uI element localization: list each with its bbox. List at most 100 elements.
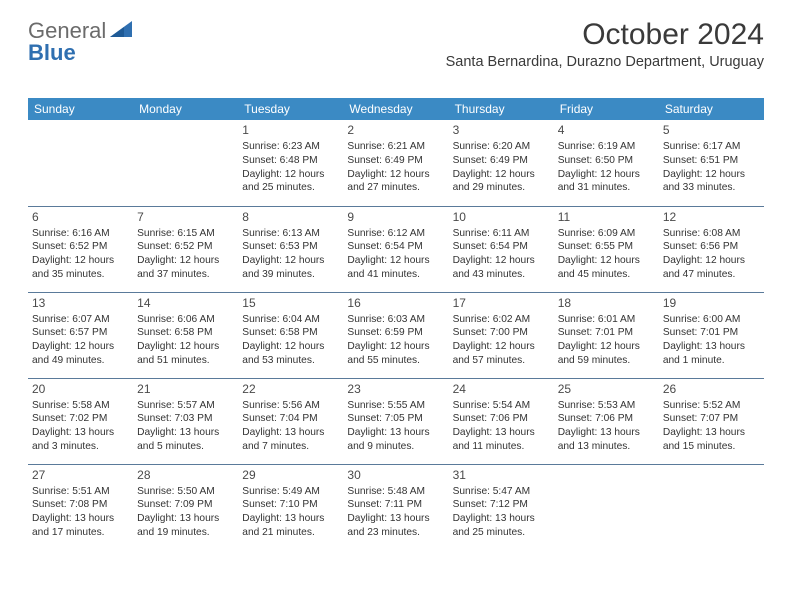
calendar-table: SundayMondayTuesdayWednesdayThursdayFrid…	[28, 98, 764, 550]
sunrise-text: Sunrise: 5:58 AM	[32, 399, 129, 413]
daylight-text: Daylight: 13 hours and 17 minutes.	[32, 512, 129, 540]
sunset-text: Sunset: 6:49 PM	[453, 154, 550, 168]
sunset-text: Sunset: 6:57 PM	[32, 326, 129, 340]
weekday-header: Thursday	[449, 98, 554, 120]
sunset-text: Sunset: 7:09 PM	[137, 498, 234, 512]
daylight-text: Daylight: 13 hours and 1 minute.	[663, 340, 760, 368]
daylight-text: Daylight: 13 hours and 19 minutes.	[137, 512, 234, 540]
calendar-header-row: SundayMondayTuesdayWednesdayThursdayFrid…	[28, 98, 764, 120]
daylight-text: Daylight: 12 hours and 31 minutes.	[558, 168, 655, 196]
daylight-text: Daylight: 13 hours and 9 minutes.	[347, 426, 444, 454]
daylight-text: Daylight: 12 hours and 37 minutes.	[137, 254, 234, 282]
calendar-day-cell: 8Sunrise: 6:13 AMSunset: 6:53 PMDaylight…	[238, 206, 343, 292]
sunrise-text: Sunrise: 5:48 AM	[347, 485, 444, 499]
day-number: 29	[242, 467, 339, 483]
daylight-text: Daylight: 13 hours and 25 minutes.	[453, 512, 550, 540]
day-number: 2	[347, 122, 444, 138]
sunset-text: Sunset: 7:02 PM	[32, 412, 129, 426]
calendar-day-cell: 18Sunrise: 6:01 AMSunset: 7:01 PMDayligh…	[554, 292, 659, 378]
sunrise-text: Sunrise: 5:57 AM	[137, 399, 234, 413]
sunset-text: Sunset: 7:04 PM	[242, 412, 339, 426]
calendar-day-cell: 7Sunrise: 6:15 AMSunset: 6:52 PMDaylight…	[133, 206, 238, 292]
sunrise-text: Sunrise: 6:09 AM	[558, 227, 655, 241]
sunset-text: Sunset: 7:01 PM	[663, 326, 760, 340]
daylight-text: Daylight: 13 hours and 7 minutes.	[242, 426, 339, 454]
day-number: 6	[32, 209, 129, 225]
calendar-day-cell: 31Sunrise: 5:47 AMSunset: 7:12 PMDayligh…	[449, 464, 554, 550]
sunrise-text: Sunrise: 6:01 AM	[558, 313, 655, 327]
sunrise-text: Sunrise: 6:15 AM	[137, 227, 234, 241]
sunset-text: Sunset: 6:54 PM	[453, 240, 550, 254]
calendar-day-cell: 4Sunrise: 6:19 AMSunset: 6:50 PMDaylight…	[554, 120, 659, 206]
calendar-day-cell: 5Sunrise: 6:17 AMSunset: 6:51 PMDaylight…	[659, 120, 764, 206]
calendar-week-row: 1Sunrise: 6:23 AMSunset: 6:48 PMDaylight…	[28, 120, 764, 206]
sunset-text: Sunset: 7:06 PM	[453, 412, 550, 426]
weekday-header: Saturday	[659, 98, 764, 120]
sunrise-text: Sunrise: 6:20 AM	[453, 140, 550, 154]
calendar-day-cell: 19Sunrise: 6:00 AMSunset: 7:01 PMDayligh…	[659, 292, 764, 378]
daylight-text: Daylight: 13 hours and 11 minutes.	[453, 426, 550, 454]
calendar-day-cell: 22Sunrise: 5:56 AMSunset: 7:04 PMDayligh…	[238, 378, 343, 464]
weekday-header: Monday	[133, 98, 238, 120]
calendar-day-cell: 3Sunrise: 6:20 AMSunset: 6:49 PMDaylight…	[449, 120, 554, 206]
calendar-day-cell: 24Sunrise: 5:54 AMSunset: 7:06 PMDayligh…	[449, 378, 554, 464]
daylight-text: Daylight: 12 hours and 49 minutes.	[32, 340, 129, 368]
sunset-text: Sunset: 6:58 PM	[137, 326, 234, 340]
sunrise-text: Sunrise: 6:07 AM	[32, 313, 129, 327]
day-number: 16	[347, 295, 444, 311]
calendar-day-cell: 16Sunrise: 6:03 AMSunset: 6:59 PMDayligh…	[343, 292, 448, 378]
day-number: 12	[663, 209, 760, 225]
daylight-text: Daylight: 13 hours and 15 minutes.	[663, 426, 760, 454]
logo-line2: Blue	[28, 40, 76, 66]
daylight-text: Daylight: 12 hours and 53 minutes.	[242, 340, 339, 368]
calendar-week-row: 6Sunrise: 6:16 AMSunset: 6:52 PMDaylight…	[28, 206, 764, 292]
day-number: 17	[453, 295, 550, 311]
sunset-text: Sunset: 7:07 PM	[663, 412, 760, 426]
calendar-day-cell	[554, 464, 659, 550]
calendar-week-row: 27Sunrise: 5:51 AMSunset: 7:08 PMDayligh…	[28, 464, 764, 550]
sunset-text: Sunset: 6:54 PM	[347, 240, 444, 254]
daylight-text: Daylight: 12 hours and 51 minutes.	[137, 340, 234, 368]
calendar-day-cell	[28, 120, 133, 206]
day-number: 22	[242, 381, 339, 397]
calendar-day-cell: 11Sunrise: 6:09 AMSunset: 6:55 PMDayligh…	[554, 206, 659, 292]
daylight-text: Daylight: 13 hours and 3 minutes.	[32, 426, 129, 454]
sunset-text: Sunset: 6:53 PM	[242, 240, 339, 254]
day-number: 27	[32, 467, 129, 483]
daylight-text: Daylight: 13 hours and 23 minutes.	[347, 512, 444, 540]
day-number: 23	[347, 381, 444, 397]
logo-word2: Blue	[28, 40, 76, 65]
sunrise-text: Sunrise: 6:19 AM	[558, 140, 655, 154]
daylight-text: Daylight: 13 hours and 21 minutes.	[242, 512, 339, 540]
calendar-day-cell: 26Sunrise: 5:52 AMSunset: 7:07 PMDayligh…	[659, 378, 764, 464]
sunset-text: Sunset: 7:03 PM	[137, 412, 234, 426]
day-number: 15	[242, 295, 339, 311]
sunrise-text: Sunrise: 5:47 AM	[453, 485, 550, 499]
calendar-day-cell: 13Sunrise: 6:07 AMSunset: 6:57 PMDayligh…	[28, 292, 133, 378]
calendar-day-cell: 25Sunrise: 5:53 AMSunset: 7:06 PMDayligh…	[554, 378, 659, 464]
sunset-text: Sunset: 6:58 PM	[242, 326, 339, 340]
calendar-day-cell	[133, 120, 238, 206]
calendar-day-cell: 14Sunrise: 6:06 AMSunset: 6:58 PMDayligh…	[133, 292, 238, 378]
sunrise-text: Sunrise: 5:52 AM	[663, 399, 760, 413]
day-number: 1	[242, 122, 339, 138]
calendar-day-cell: 12Sunrise: 6:08 AMSunset: 6:56 PMDayligh…	[659, 206, 764, 292]
sunrise-text: Sunrise: 6:12 AM	[347, 227, 444, 241]
day-number: 3	[453, 122, 550, 138]
header: General October 2024 Santa Bernardina, D…	[28, 18, 764, 76]
sunrise-text: Sunrise: 5:53 AM	[558, 399, 655, 413]
sunrise-text: Sunrise: 6:13 AM	[242, 227, 339, 241]
day-number: 9	[347, 209, 444, 225]
sunset-text: Sunset: 7:01 PM	[558, 326, 655, 340]
day-number: 30	[347, 467, 444, 483]
day-number: 4	[558, 122, 655, 138]
calendar-day-cell: 15Sunrise: 6:04 AMSunset: 6:58 PMDayligh…	[238, 292, 343, 378]
sunset-text: Sunset: 7:10 PM	[242, 498, 339, 512]
weekday-header: Wednesday	[343, 98, 448, 120]
calendar-day-cell: 2Sunrise: 6:21 AMSunset: 6:49 PMDaylight…	[343, 120, 448, 206]
sunset-text: Sunset: 7:05 PM	[347, 412, 444, 426]
sunset-text: Sunset: 6:51 PM	[663, 154, 760, 168]
day-number: 11	[558, 209, 655, 225]
calendar-day-cell: 6Sunrise: 6:16 AMSunset: 6:52 PMDaylight…	[28, 206, 133, 292]
day-number: 25	[558, 381, 655, 397]
